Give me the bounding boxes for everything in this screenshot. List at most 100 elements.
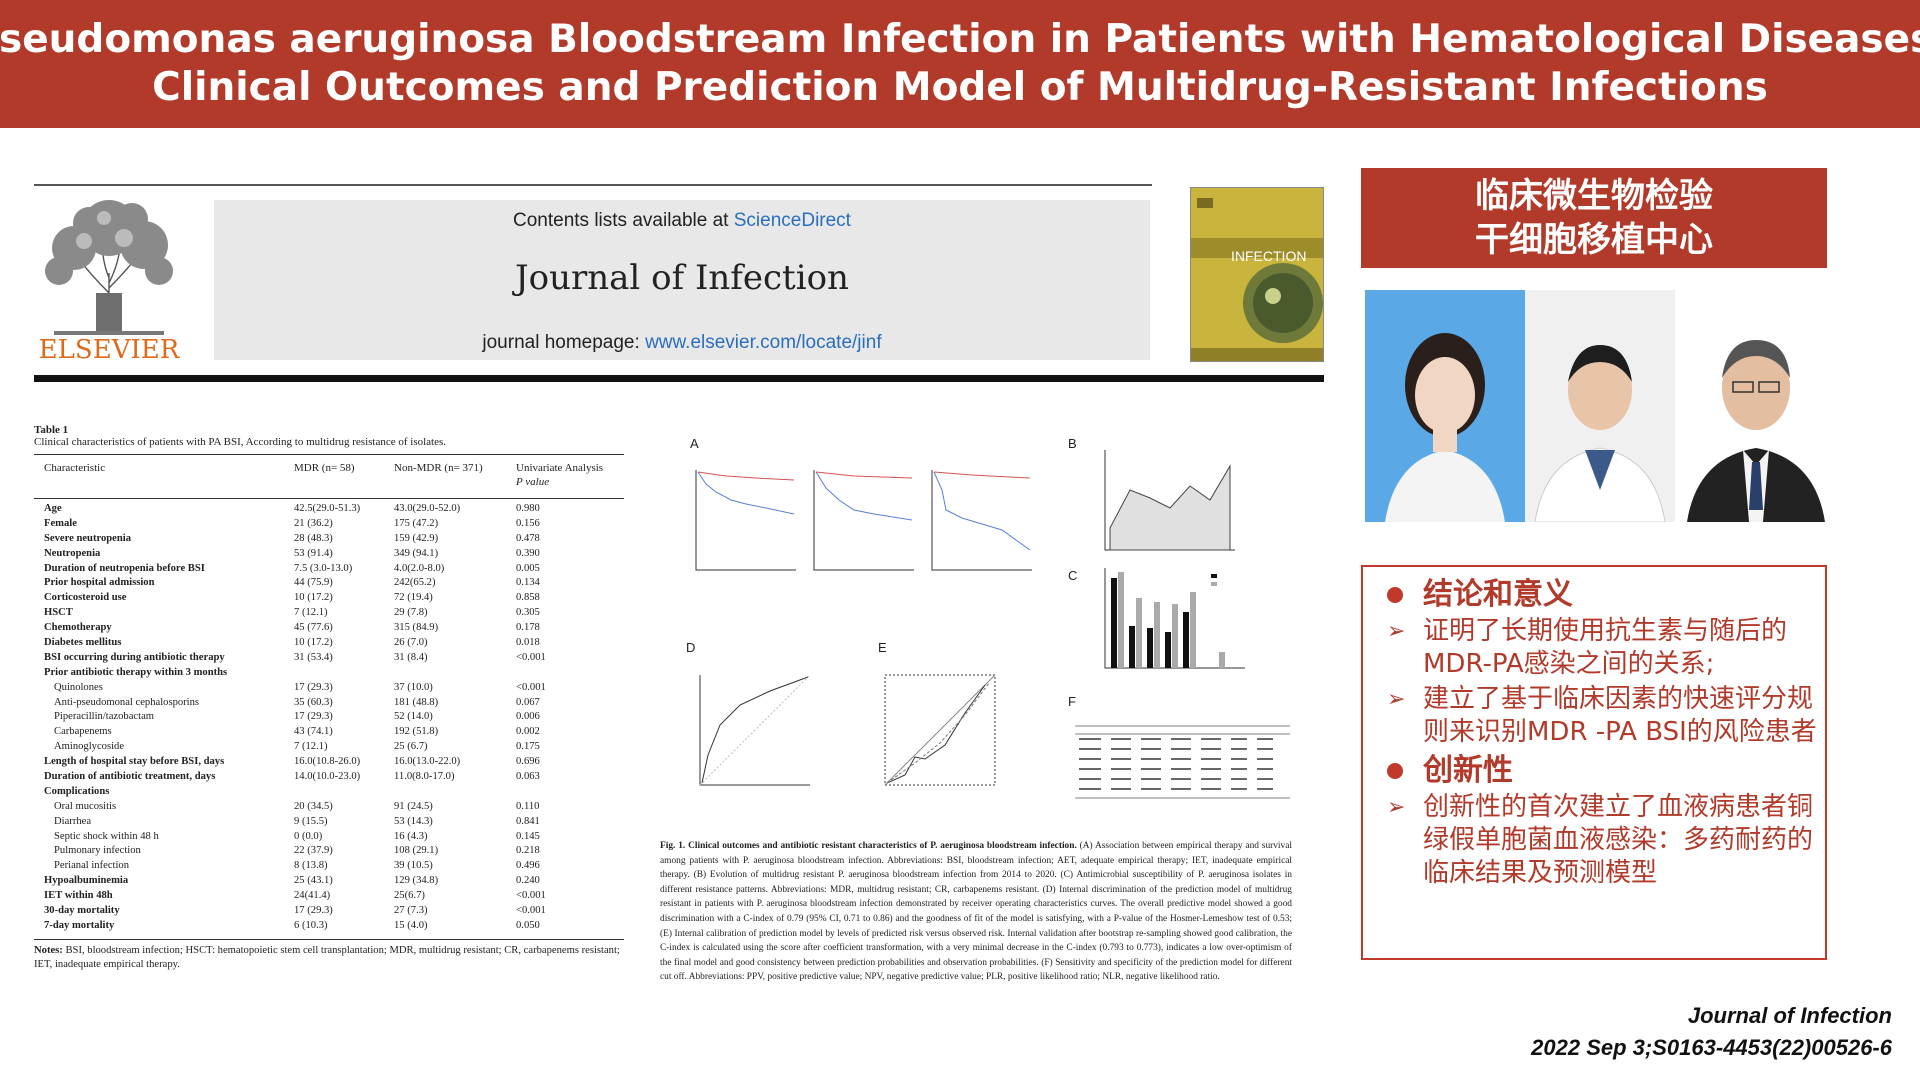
row-mdr: 7 (12.1) [294, 607, 328, 619]
row-mdr: 25 (43.1) [294, 875, 333, 887]
row-non-mdr: 25 (6.7) [394, 741, 428, 753]
conclusion-item-2-text: 建立了基于临床因素的快速评分规则来识别MDR -PA BSI的风险患者 [1423, 684, 1817, 747]
row-characteristic: Duration of antibiotic treatment, days [44, 771, 216, 783]
row-characteristic: Quinolones [54, 681, 103, 693]
panel-c-bar-plot [1104, 568, 1245, 669]
row-non-mdr: 11.0(8.0-17.0) [394, 771, 455, 783]
innovation-item-1-text: 创新性的首次建立了血液病患者铜绿假单胞菌血液感染：多药耐药的临床结果及预测模型 [1423, 792, 1814, 888]
row-mdr: 31 (53.4) [294, 651, 333, 663]
contents-line: Contents lists available at ScienceDirec… [214, 210, 1150, 232]
table-row: Anti-pseudomonal cephalosporins 35 (60.3)… [34, 696, 624, 711]
elsevier-wordmark: ELSEVIER [38, 335, 180, 365]
row-mdr: 35 (60.3) [294, 696, 333, 708]
conclusion-item-2: ➢ 建立了基于临床因素的快速评分规则来识别MDR -PA BSI的风险患者 [1373, 683, 1817, 749]
row-pvalue: <0.001 [516, 905, 546, 917]
panel-label-a: A [690, 436, 699, 451]
panel-a-survival-plots [695, 470, 1032, 571]
row-characteristic: Duration of neutropenia before BSI [44, 562, 205, 574]
row-characteristic: Age [44, 503, 62, 514]
row-pvalue: 0.067 [516, 696, 540, 708]
table-row: HSCT 7 (12.1) 29 (7.8) 0.305 [34, 606, 624, 621]
table-row: IET within 48h 24(41.4) 25(6.7) <0.001 [34, 889, 624, 904]
bullet-dot-icon [1387, 763, 1403, 779]
row-pvalue: <0.001 [516, 681, 546, 693]
findings-box: 结论和意义 ➢ 证明了长期使用抗生素与随后的MDR-PA感染之间的关系; ➢ 建立了… [1361, 565, 1827, 960]
row-mdr: 10 (17.2) [294, 637, 333, 649]
table-rule-top [34, 454, 624, 455]
row-non-mdr: 53 (14.3) [394, 815, 433, 827]
table-row: Female 21 (36.2) 175 (47.2) 0.156 [34, 517, 624, 532]
table-row: Prior antibiotic therapy within 3 months [34, 666, 624, 681]
row-non-mdr: 26 (7.0) [394, 637, 428, 649]
row-mdr: 20 (34.5) [294, 800, 333, 812]
panel-f-mini-table [1075, 725, 1290, 799]
row-non-mdr: 349 (94.1) [394, 547, 439, 559]
citation: Journal of Infection 2022 Sep 3;S0163-44… [1531, 1000, 1892, 1064]
row-pvalue: 0.063 [516, 771, 540, 783]
table-row: Severe neutropenia 28 (48.3) 159 (42.9) 0.4… [34, 532, 624, 547]
innovation-item-1: ➢ 创新性的首次建立了血液病患者铜绿假单胞菌血液感染：多药耐药的临床结果及预测模型 [1373, 791, 1817, 890]
row-characteristic: Perianal infection [54, 860, 130, 872]
row-non-mdr: 37 (10.0) [394, 681, 433, 693]
row-non-mdr: 39 (10.5) [394, 860, 433, 872]
table-caption-text: Clinical characteristics of patients wit… [34, 436, 447, 448]
row-mdr: 44 (75.9) [294, 577, 333, 589]
row-mdr: 53 (91.4) [294, 547, 333, 559]
panel-label-f: F [1068, 694, 1076, 709]
row-pvalue: 0.478 [516, 532, 540, 544]
row-mdr: 8 (13.8) [294, 860, 328, 872]
arrow-bullet-icon: ➢ [1387, 795, 1406, 820]
figure-caption: Fig. 1. Clinical outcomes and antibiotic… [660, 839, 1292, 985]
title-line-2: Clinical Outcomes and Prediction Model o… [152, 65, 1768, 110]
section-conclusion: 结论和意义 [1373, 575, 1817, 615]
row-characteristic: Carbapenems [54, 726, 112, 738]
table-row: Quinolones 17 (29.3) 37 (10.0) <0.001 [34, 681, 624, 696]
row-characteristic: Diabetes mellitus [44, 637, 122, 649]
section-innovation: 创新性 [1373, 751, 1817, 791]
table-body: Age 42.5(29.0-51.3) 43.0(29.0-52.0) 0.980 Fe… [34, 502, 624, 934]
row-non-mdr: 16 (4.3) [394, 830, 428, 842]
row-mdr: 17 (29.3) [294, 681, 333, 693]
sciencedirect-link[interactable]: ScienceDirect [733, 210, 851, 231]
table-row: Duration of neutropenia before BSI 7.5 (3… [34, 562, 624, 577]
row-pvalue: 0.390 [516, 547, 540, 559]
homepage-link[interactable]: www.elsevier.com/locate/jinf [645, 332, 882, 353]
row-characteristic: Neutropenia [44, 547, 101, 559]
row-non-mdr: 192 (51.8) [394, 726, 439, 738]
dept-line-1: 临床微生物检验 [1475, 176, 1713, 216]
row-mdr: 24(41.4) [294, 890, 331, 902]
row-characteristic: Chemotherapy [44, 622, 112, 634]
homepage-line: journal homepage: www.elsevier.com/locat… [214, 332, 1150, 354]
row-pvalue: 0.696 [516, 756, 540, 768]
row-pvalue: 0.134 [516, 577, 540, 589]
table-header: Characteristic MDR (n= 58) Non-MDR (n= 3… [34, 462, 624, 496]
panel-d-roc-plot [699, 674, 811, 786]
row-pvalue: 0.005 [516, 562, 540, 574]
header-univariate: Univariate Analysis [516, 462, 604, 474]
journal-bottom-rule [34, 375, 1324, 382]
row-non-mdr: 4.0(2.0-8.0) [394, 562, 445, 574]
row-characteristic: Length of hospital stay before BSI, days [44, 756, 225, 768]
journal-name: Journal of Infection [515, 258, 849, 298]
row-pvalue: 0.218 [516, 845, 540, 857]
table-row: Length of hospital stay before BSI, days… [34, 755, 624, 770]
row-characteristic: Pulmonary infection [54, 845, 141, 857]
bullet-dot-icon [1387, 587, 1403, 603]
table-rule-mid [34, 498, 624, 499]
table-notes: Notes: BSI, bloodstream infection; HSCT:… [34, 944, 624, 972]
header-mdr: MDR (n= 58) [294, 462, 355, 474]
row-characteristic: Septic shock within 48 h [54, 830, 159, 842]
row-pvalue: 0.841 [516, 815, 540, 827]
row-characteristic: Complications [44, 785, 110, 797]
row-non-mdr: 181 (48.8) [394, 696, 439, 708]
contents-prefix: Contents lists available at [513, 210, 734, 231]
row-mdr: 7.5 (3.0-13.0) [294, 562, 353, 574]
table-row: Diabetes mellitus 10 (17.2) 26 (7.0) 0.018 [34, 636, 624, 651]
table-row: Oral mucositis 20 (34.5) 91 (24.5) 0.110 [34, 800, 624, 815]
table-row: Diarrhea 9 (15.5) 53 (14.3) 0.841 [34, 815, 624, 830]
row-mdr: 17 (29.3) [294, 711, 333, 723]
row-pvalue: 0.145 [516, 830, 540, 842]
table-row: Neutropenia 53 (91.4) 349 (94.1) 0.390 [34, 547, 624, 562]
row-characteristic: Diarrhea [54, 815, 92, 827]
panel-b-trend-plot [1104, 450, 1235, 551]
